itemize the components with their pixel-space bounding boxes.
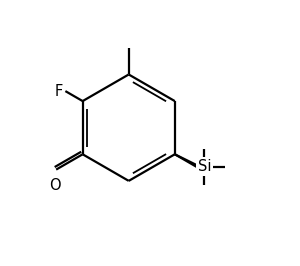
Text: Si: Si xyxy=(198,159,211,174)
Text: F: F xyxy=(55,84,63,99)
Text: O: O xyxy=(49,178,61,193)
